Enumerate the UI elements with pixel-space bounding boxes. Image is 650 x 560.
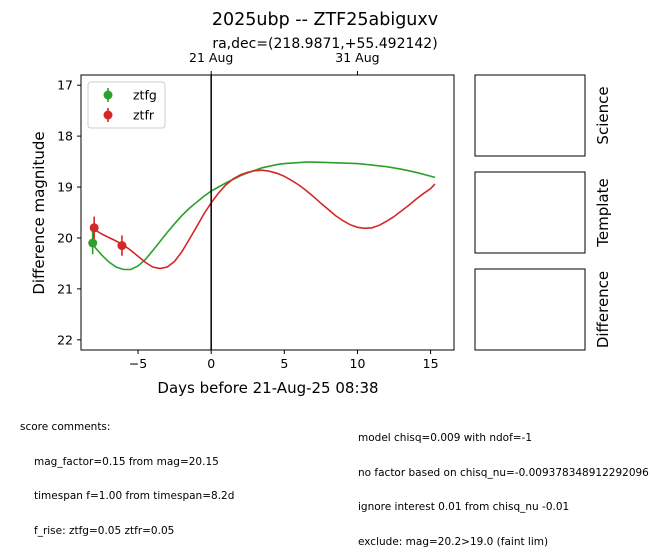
x-tick-label: 5 bbox=[280, 356, 288, 371]
score-comment-line: f_rise: ztfg=0.05 ztfr=0.05 bbox=[34, 524, 175, 537]
model-comment-line: exclude: mag=20.2>19.0 (faint lim) bbox=[358, 535, 549, 548]
cutout-template-panel bbox=[474, 171, 586, 254]
x-tick-label: 0 bbox=[207, 356, 215, 371]
data-point-ztfg bbox=[88, 238, 98, 248]
x-tick-label: −5 bbox=[129, 356, 147, 371]
legend-label-ztfg: ztfg bbox=[133, 88, 157, 103]
cutout-difference-panel bbox=[474, 268, 586, 351]
model-comment-line: no factor based on chisq_nu=-0.009378348… bbox=[358, 466, 649, 479]
score-comment-line: timespan f=1.00 from timespan=8.2d bbox=[34, 490, 235, 502]
model-curve-ztfg bbox=[92, 161, 436, 271]
model-comment-line: model chisq=0.009 with ndof=-1 bbox=[358, 432, 533, 444]
chart-subtitle: ra,dec=(218.9871,+55.492142) bbox=[212, 36, 437, 52]
legend: ztfg ztfr bbox=[87, 81, 166, 129]
x-axis-label: Days before 21-Aug-25 08:38 bbox=[157, 379, 378, 397]
data-point-ztfr bbox=[117, 241, 127, 251]
score-comments-header: score comments: bbox=[20, 421, 111, 433]
y-tick-label: 18 bbox=[57, 129, 73, 144]
figure: 2025ubp -- ZTF25abiguxv ra,dec=(218.9871… bbox=[30, 10, 612, 397]
legend-label-ztfr: ztfr bbox=[133, 108, 155, 123]
data-points bbox=[88, 216, 127, 256]
y-axis-ticks: 17 18 19 20 21 22 bbox=[57, 78, 81, 347]
x-axis-ticks: −5 0 5 10 15 bbox=[129, 350, 439, 371]
x-tick-label: 10 bbox=[350, 356, 366, 371]
x-tick-label: 15 bbox=[423, 356, 439, 371]
y-tick-label: 22 bbox=[57, 332, 73, 347]
model-comments: model chisq=0.009 with ndof=-1 no factor… bbox=[358, 410, 649, 560]
cutout-difference-label: Difference bbox=[594, 271, 612, 348]
y-tick-label: 21 bbox=[57, 281, 73, 296]
model-curve-ztfr bbox=[93, 169, 436, 270]
cutout-science-label: Science bbox=[594, 86, 612, 144]
cutout-science-panel bbox=[474, 74, 586, 157]
legend-marker-ztfg bbox=[103, 90, 113, 100]
y-tick-label: 20 bbox=[57, 230, 73, 245]
y-tick-label: 19 bbox=[57, 180, 73, 195]
model-curves bbox=[92, 161, 436, 271]
cutout-panels: Science Template Difference bbox=[474, 74, 612, 351]
chart-title: 2025ubp -- ZTF25abiguxv bbox=[212, 10, 438, 30]
plot-frame bbox=[80, 74, 455, 351]
model-comment-line: ignore interest 0.01 from chisq_nu -0.01 bbox=[358, 501, 570, 513]
legend-marker-ztfr bbox=[103, 110, 113, 120]
cutout-template-label: Template bbox=[594, 178, 612, 247]
y-axis-label: Difference magnitude bbox=[30, 131, 48, 294]
top-tick-label: 31 Aug bbox=[335, 50, 379, 65]
y-tick-label: 17 bbox=[57, 78, 73, 93]
score-comment-line: mag_factor=0.15 from mag=20.15 bbox=[34, 455, 219, 468]
top-tick-label: 21 Aug bbox=[189, 50, 233, 65]
score-comments: score comments: mag_factor=0.15 from mag… bbox=[20, 399, 234, 549]
data-point-ztfr bbox=[89, 223, 99, 233]
top-axis-ticks: 21 Aug 31 Aug bbox=[189, 50, 380, 75]
